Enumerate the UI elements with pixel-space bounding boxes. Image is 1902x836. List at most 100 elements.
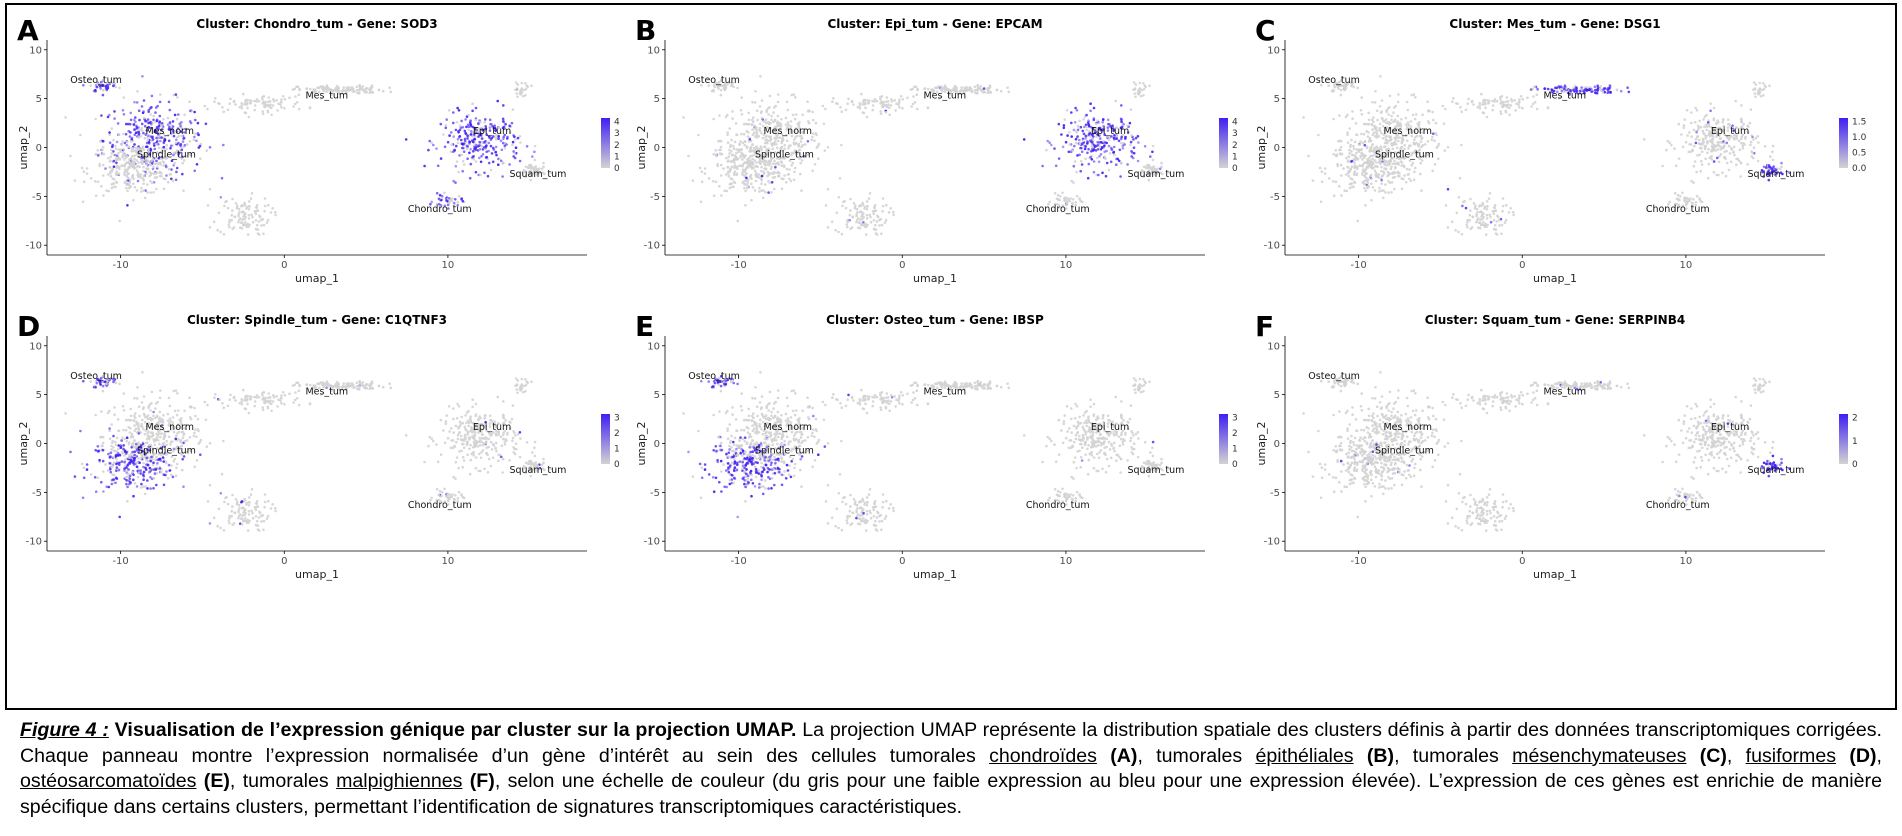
x-tick-label: -10 (730, 260, 746, 271)
umap-point (169, 123, 173, 127)
umap-point (1064, 140, 1068, 144)
umap-point (117, 151, 120, 155)
umap-point (481, 153, 485, 156)
umap-point (1492, 219, 1496, 222)
umap-point (1707, 133, 1711, 136)
umap-point (789, 179, 793, 183)
umap-point (871, 99, 874, 103)
umap-point (138, 414, 141, 418)
umap-point (730, 165, 734, 168)
umap-point (542, 161, 545, 165)
umap-point (501, 141, 505, 145)
umap-panel: A Cluster: Chondro_tum - Gene: SOD31050-5… (17, 14, 620, 285)
umap-point (770, 118, 773, 122)
umap-point (110, 148, 113, 152)
umap-point (226, 206, 230, 210)
umap-point (171, 179, 175, 183)
umap-point (125, 482, 128, 486)
x-tick-label: 10 (442, 260, 455, 271)
y-tick-label: 10 (29, 45, 42, 56)
umap-point (1692, 198, 1695, 201)
umap-point (444, 126, 448, 130)
umap-point (1115, 163, 1118, 166)
umap-point (99, 435, 102, 439)
umap-point (754, 171, 758, 175)
umap-point (110, 479, 114, 482)
umap-point (1431, 110, 1434, 114)
umap-point (167, 435, 171, 439)
umap-point (167, 127, 171, 131)
umap-point (471, 155, 474, 159)
umap-point (150, 477, 154, 481)
umap-point (255, 223, 259, 227)
umap-point (1346, 113, 1349, 117)
umap-point (1356, 86, 1359, 90)
umap-point (1690, 135, 1693, 138)
umap-point (247, 225, 250, 229)
umap-point (243, 201, 246, 205)
umap-point (474, 106, 478, 110)
umap-point (1075, 131, 1078, 134)
umap-point (865, 225, 868, 229)
umap-point (188, 416, 192, 419)
umap-point (1690, 111, 1693, 114)
umap-point (858, 204, 861, 208)
umap-point (1393, 187, 1396, 191)
umap-point (132, 478, 135, 482)
umap-point (700, 180, 704, 184)
umap-point (1363, 186, 1366, 190)
umap-point (1716, 144, 1719, 147)
umap-point (127, 441, 131, 444)
umap-point (845, 223, 849, 226)
umap-point (1590, 87, 1593, 91)
umap-point (145, 163, 148, 166)
umap-point (118, 219, 121, 223)
umap-point (780, 118, 783, 121)
umap-point (865, 200, 869, 203)
umap-point (988, 87, 991, 90)
umap-point (1752, 88, 1755, 91)
umap-point (1464, 206, 1468, 210)
umap-point (502, 104, 505, 107)
umap-point (172, 389, 175, 393)
umap-point (1489, 215, 1492, 219)
umap-point (125, 436, 129, 440)
umap-point (312, 88, 315, 91)
umap-point (172, 134, 176, 138)
umap-point (756, 165, 759, 169)
umap-point (1677, 157, 1681, 160)
umap-point (799, 161, 802, 165)
umap-point (169, 146, 172, 150)
umap-point (95, 85, 99, 89)
umap-point (353, 90, 356, 93)
umap-point (152, 461, 155, 464)
umap-point (125, 186, 128, 190)
umap-point (1338, 114, 1341, 117)
umap-point (255, 98, 259, 101)
umap-point (1768, 84, 1771, 87)
umap-point (139, 173, 143, 176)
umap-point (132, 167, 136, 170)
umap-point (1728, 152, 1732, 155)
umap-point (182, 189, 185, 192)
umap-point (1364, 189, 1367, 193)
umap-point (1087, 147, 1090, 151)
umap-point (496, 99, 500, 103)
umap-point (1458, 176, 1462, 180)
umap-point (1144, 85, 1147, 89)
umap-point (1370, 167, 1374, 170)
umap-point (1400, 187, 1404, 191)
umap-point (1350, 165, 1354, 168)
umap-point (976, 92, 979, 95)
umap-point (728, 183, 732, 186)
umap-point (129, 111, 132, 115)
panel-title: Cluster: Spindle_tum - Gene: C1QTNF3 (187, 313, 447, 328)
umap-point (123, 168, 127, 171)
umap-point (112, 83, 116, 87)
umap-point (1387, 113, 1390, 116)
umap-point (192, 138, 196, 142)
umap-point (101, 145, 105, 149)
umap-point (718, 184, 721, 188)
umap-point (175, 434, 178, 438)
panel-letter: D (17, 310, 40, 343)
